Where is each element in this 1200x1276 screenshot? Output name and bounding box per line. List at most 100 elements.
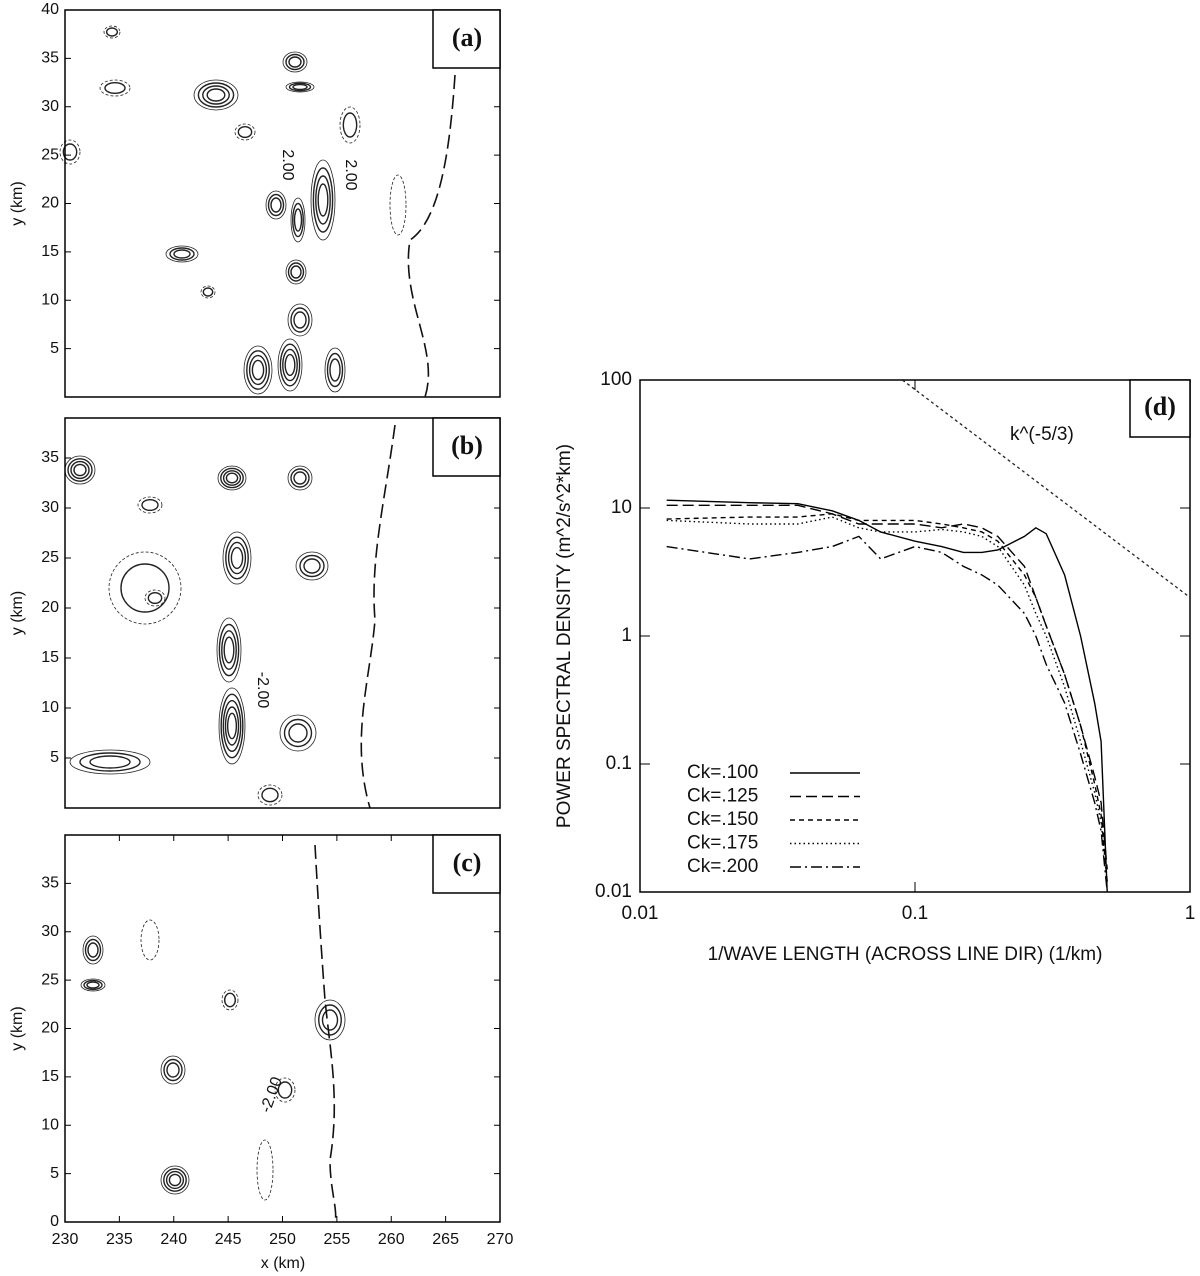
contour <box>225 472 239 484</box>
panel-label: (b) <box>451 431 483 460</box>
x-tick-label: 270 <box>487 1231 514 1248</box>
plot-frame <box>64 417 501 809</box>
contour <box>317 183 329 217</box>
contour-label: 2.00 <box>342 159 359 190</box>
contour <box>234 123 256 141</box>
contour <box>160 1055 186 1085</box>
contour <box>173 249 191 259</box>
contour <box>283 718 313 748</box>
contour <box>83 979 103 991</box>
contour <box>108 551 182 625</box>
y-tick-label: 35 <box>41 875 59 892</box>
contour <box>222 531 252 585</box>
contour <box>293 471 307 485</box>
contour <box>59 139 81 165</box>
y-tick-label: 30 <box>41 98 59 115</box>
annotation: k^(-5/3) <box>1010 424 1074 445</box>
panel-label-box <box>432 9 501 69</box>
contour <box>329 358 341 382</box>
contour <box>218 623 240 677</box>
y-tick-label: 40 <box>41 1 59 18</box>
contour <box>220 693 244 759</box>
contour <box>257 784 283 806</box>
contour <box>314 999 346 1041</box>
legend-label: Ck=.200 <box>687 856 758 877</box>
contour-label: -2.00 <box>254 672 271 709</box>
contour <box>224 706 240 746</box>
x-axis-label: 1/WAVE LENGTH (ACROSS LINE DIR) (1/km) <box>708 944 1103 965</box>
series-line <box>666 499 1108 893</box>
contour <box>79 752 141 772</box>
y-tick-label: 25 <box>41 549 59 566</box>
y-tick-label: 5 <box>50 340 59 357</box>
y-axis-label: y (km) <box>9 1006 26 1050</box>
contour <box>137 496 163 514</box>
y-tick-label: 25 <box>41 971 59 988</box>
contour <box>267 193 285 217</box>
contour <box>310 159 336 241</box>
contour <box>221 630 237 670</box>
contour <box>168 1173 182 1187</box>
contour <box>312 167 334 233</box>
contour <box>251 359 265 381</box>
contour <box>290 307 310 333</box>
contour <box>73 463 87 477</box>
front-line <box>360 424 396 809</box>
contour <box>292 202 304 238</box>
x-tick-label: 250 <box>269 1231 296 1248</box>
y-tick-label: 0.1 <box>606 753 632 774</box>
contour <box>248 354 268 386</box>
contour <box>288 82 312 92</box>
contour <box>69 749 151 775</box>
contour <box>288 56 302 68</box>
contour <box>86 981 100 989</box>
contour <box>220 467 244 489</box>
contour <box>295 551 329 581</box>
contour <box>216 617 242 683</box>
contour <box>277 1081 293 1099</box>
contour <box>223 636 235 664</box>
contour <box>237 125 253 139</box>
x-tick-label: 265 <box>432 1231 459 1248</box>
contour <box>389 174 407 236</box>
contour <box>282 51 308 73</box>
contour <box>67 458 93 482</box>
y-tick-label: 15 <box>41 1068 59 1085</box>
contour <box>104 81 126 95</box>
contour <box>290 468 310 488</box>
y-tick-label: 20 <box>41 195 59 212</box>
contour <box>261 787 279 803</box>
contour <box>285 53 305 71</box>
x-tick-label: 245 <box>215 1231 242 1248</box>
contour <box>290 265 302 279</box>
contour <box>218 687 246 765</box>
contour <box>288 723 308 743</box>
x-tick-label: 230 <box>52 1231 79 1248</box>
contour <box>163 1058 183 1082</box>
contour <box>84 938 102 962</box>
legend-label: Ck=.100 <box>687 762 758 783</box>
legend-label: Ck=.175 <box>687 833 758 854</box>
contour <box>226 712 238 740</box>
contour <box>147 591 163 605</box>
series-line <box>666 513 1108 882</box>
contour <box>144 589 166 607</box>
y-tick-label: 5 <box>50 1165 59 1182</box>
contour <box>303 558 321 574</box>
y-tick-label: 0.01 <box>595 881 632 902</box>
x-tick-label: 260 <box>378 1231 405 1248</box>
y-tick-label: 15 <box>41 649 59 666</box>
contour-field <box>59 25 456 398</box>
panel-label-box <box>1129 379 1191 438</box>
y-tick-label: 5 <box>50 749 59 766</box>
contour <box>64 455 96 485</box>
contour <box>270 197 282 213</box>
y-tick-label: 20 <box>41 1020 59 1037</box>
y-tick-label: 35 <box>41 449 59 466</box>
y-axis-label: y (km) <box>9 591 26 635</box>
y-tick-label: 10 <box>41 1116 59 1133</box>
contour <box>202 287 214 297</box>
contour <box>293 208 303 232</box>
contour <box>169 247 195 261</box>
